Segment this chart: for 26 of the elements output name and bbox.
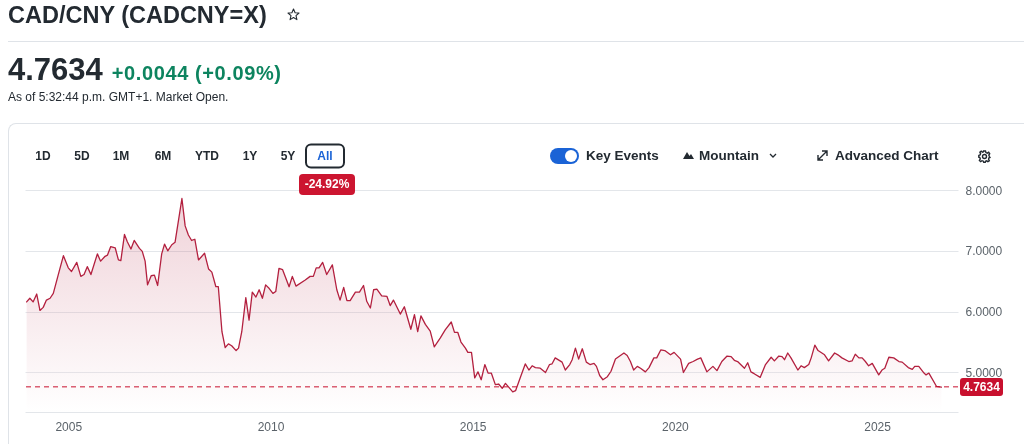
text: 1D <box>35 149 51 163</box>
text: +0.0044 (+0.09%) <box>111 62 282 84</box>
y-tick-label: 7.0000 <box>965 244 1003 259</box>
text: 5Y <box>280 149 296 163</box>
y-tick-label: 8.0000 <box>965 183 1003 198</box>
text: 1Y <box>242 149 258 163</box>
y-tick-label: 6.0000 <box>965 305 1003 320</box>
annotation: -24.92% <box>299 174 355 195</box>
x-tick-label: 2005 <box>55 419 83 434</box>
ref-line-label: 4.7634 <box>960 377 1003 396</box>
y-tick-label: 5.0000 <box>965 365 1003 380</box>
x-tick-label: 2015 <box>459 419 487 434</box>
text: Key Events <box>586 148 659 164</box>
text: All <box>305 143 345 169</box>
x-tick-label: 2010 <box>257 419 285 434</box>
text: As of 5:32:44 p.m. GMT+1. Market Open. <box>8 90 229 104</box>
x-tick-label: 2025 <box>864 419 892 434</box>
text: 6M <box>154 149 172 163</box>
text: Mountain <box>699 148 759 164</box>
chart-subtitle: 4.7634 <box>8 52 103 87</box>
text: Advanced Chart <box>835 148 939 164</box>
chart-title: CAD/CNY (CADCNY=X) <box>8 2 267 28</box>
text: YTD <box>195 149 219 163</box>
x-tick-label: 2020 <box>662 419 690 434</box>
text: 5D <box>74 149 90 163</box>
text: 1M <box>112 149 130 163</box>
